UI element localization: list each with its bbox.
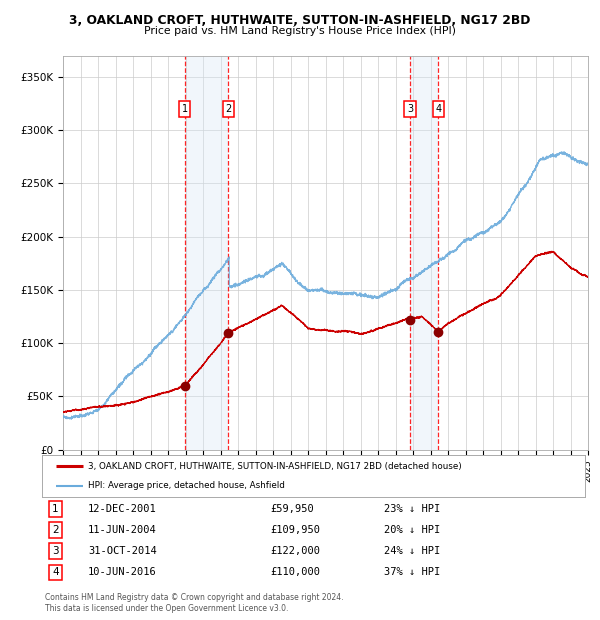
- Text: £59,950: £59,950: [270, 504, 314, 514]
- Text: £122,000: £122,000: [270, 546, 320, 556]
- Text: 2: 2: [225, 104, 232, 114]
- Text: 3, OAKLAND CROFT, HUTHWAITE, SUTTON-IN-ASHFIELD, NG17 2BD: 3, OAKLAND CROFT, HUTHWAITE, SUTTON-IN-A…: [70, 14, 530, 27]
- Bar: [410, 56, 439, 450]
- Text: £110,000: £110,000: [270, 567, 320, 577]
- Bar: [185, 56, 229, 450]
- Text: 11-JUN-2004: 11-JUN-2004: [88, 525, 157, 535]
- Text: 24% ↓ HPI: 24% ↓ HPI: [384, 546, 440, 556]
- Text: 37% ↓ HPI: 37% ↓ HPI: [384, 567, 440, 577]
- Text: £109,950: £109,950: [270, 525, 320, 535]
- Text: 3: 3: [407, 104, 413, 114]
- Text: 1: 1: [182, 104, 188, 114]
- Text: HPI: Average price, detached house, Ashfield: HPI: Average price, detached house, Ashf…: [88, 481, 285, 490]
- Text: Contains HM Land Registry data © Crown copyright and database right 2024.
This d: Contains HM Land Registry data © Crown c…: [45, 593, 343, 613]
- Text: 2: 2: [52, 525, 59, 535]
- Text: 4: 4: [436, 104, 442, 114]
- Text: 3: 3: [52, 546, 59, 556]
- Text: 1: 1: [52, 504, 59, 514]
- Text: 4: 4: [52, 567, 59, 577]
- Text: 10-JUN-2016: 10-JUN-2016: [88, 567, 157, 577]
- Text: 20% ↓ HPI: 20% ↓ HPI: [384, 525, 440, 535]
- Text: Price paid vs. HM Land Registry's House Price Index (HPI): Price paid vs. HM Land Registry's House …: [144, 26, 456, 36]
- Text: 31-OCT-2014: 31-OCT-2014: [88, 546, 157, 556]
- Text: 23% ↓ HPI: 23% ↓ HPI: [384, 504, 440, 514]
- Text: 3, OAKLAND CROFT, HUTHWAITE, SUTTON-IN-ASHFIELD, NG17 2BD (detached house): 3, OAKLAND CROFT, HUTHWAITE, SUTTON-IN-A…: [88, 462, 462, 471]
- Text: 12-DEC-2001: 12-DEC-2001: [88, 504, 157, 514]
